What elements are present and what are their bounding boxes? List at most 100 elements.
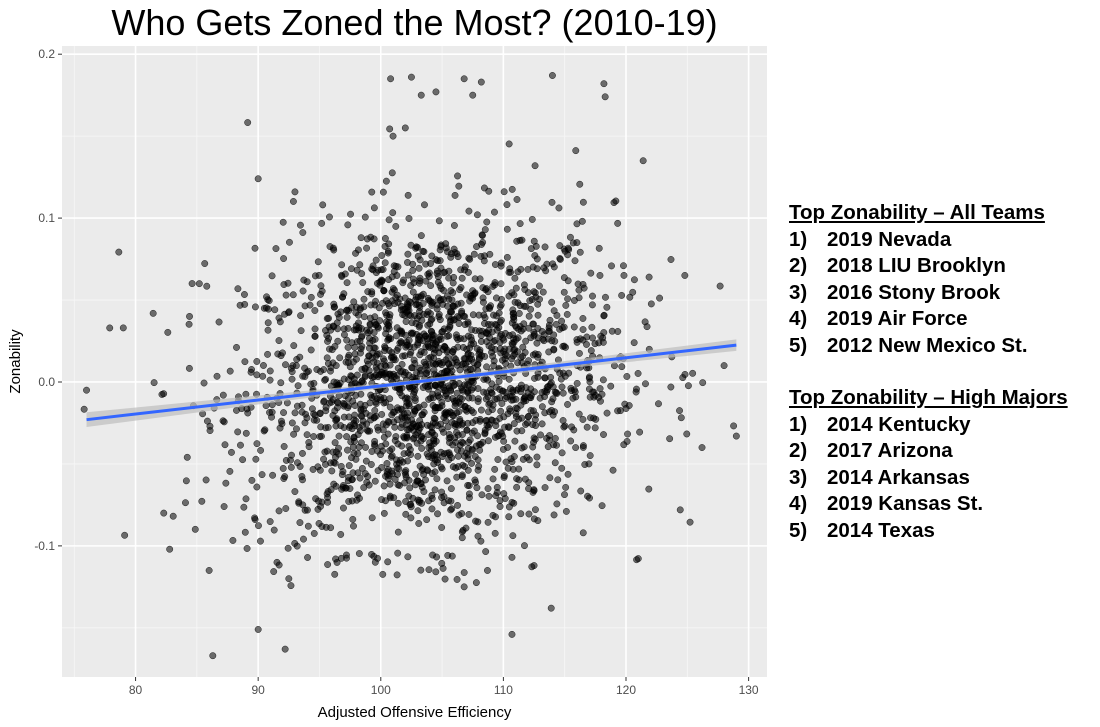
scatter-point — [530, 515, 538, 523]
scatter-point — [503, 253, 511, 261]
scatter-point — [451, 191, 459, 199]
scatter-point — [485, 401, 493, 408]
scatter-point — [358, 342, 366, 350]
scatter-point — [457, 284, 465, 291]
scatter-point — [241, 358, 249, 366]
scatter-point — [531, 350, 539, 358]
rank-label: 4) — [789, 492, 808, 515]
scatter-point — [530, 562, 538, 570]
scatter-point — [381, 259, 389, 267]
scatter-point — [479, 298, 487, 306]
scatter-point — [545, 436, 553, 444]
scatter-point — [360, 313, 368, 321]
scatter-point — [480, 388, 488, 396]
scatter-point — [639, 157, 647, 165]
scatter-point — [550, 511, 558, 519]
scatter-point — [492, 513, 499, 521]
scatter-point — [299, 449, 306, 457]
scatter-point — [278, 420, 286, 428]
team-name: 2019 Nevada — [827, 227, 952, 251]
scatter-point — [470, 250, 478, 258]
scatter-point — [464, 455, 472, 463]
scatter-point — [333, 416, 340, 424]
scatter-point — [409, 288, 417, 296]
scatter-point — [185, 320, 193, 328]
x-tick-label: 120 — [616, 683, 636, 697]
scatter-point — [395, 459, 403, 467]
scatter-point — [484, 567, 491, 574]
trend-line — [86, 343, 737, 422]
scatter-point — [567, 384, 575, 392]
scatter-point — [488, 390, 496, 397]
scatter-point — [299, 501, 307, 509]
scatter-point — [311, 272, 319, 280]
scatter-point — [388, 297, 396, 305]
scatter-point — [491, 465, 499, 473]
scatter-point — [394, 263, 402, 271]
scatter-point — [491, 337, 499, 344]
scatter-point — [730, 422, 738, 430]
scatter-point — [362, 457, 370, 465]
scatter-point — [337, 308, 345, 316]
rank-label: 5) — [789, 518, 808, 542]
scatter-point — [213, 372, 221, 380]
scatter-point — [531, 506, 539, 514]
scatter-point — [307, 346, 315, 354]
scatter-point — [335, 432, 343, 440]
scatter-point — [324, 488, 332, 495]
scatter-point — [288, 419, 296, 427]
scatter-point — [485, 326, 493, 334]
scatter-point — [404, 258, 411, 266]
scatter-point — [348, 304, 356, 311]
scatter-point — [488, 348, 496, 356]
scatter-point — [241, 528, 249, 536]
scatter-point — [438, 425, 446, 433]
scatter-point — [182, 499, 189, 507]
scatter-point — [531, 289, 539, 297]
scatter-point — [258, 471, 266, 479]
scatter-point — [363, 235, 371, 243]
scatter-point — [563, 310, 571, 318]
scatter-point — [330, 458, 338, 466]
scatter-point — [423, 369, 431, 377]
scatter-point — [345, 413, 353, 421]
scatter-point — [609, 466, 617, 474]
scatter-point — [495, 309, 503, 317]
scatter-point — [282, 361, 289, 369]
scatter-point — [600, 312, 608, 320]
scatter-point — [347, 210, 354, 218]
scatter-point — [569, 394, 577, 402]
scatter-point — [573, 336, 581, 344]
scatter-point — [515, 465, 523, 473]
scatter-point — [425, 334, 433, 342]
scatter-point — [553, 500, 561, 508]
scatter-point — [345, 498, 353, 505]
scatter-point — [228, 448, 235, 456]
scatter-point — [595, 339, 603, 347]
scatter-point — [343, 313, 351, 321]
scatter-point — [412, 423, 420, 431]
scatter-point — [521, 286, 529, 293]
scatter-point — [527, 407, 535, 414]
scatter-point — [388, 169, 396, 177]
scatter-point — [452, 397, 460, 405]
scatter-point — [416, 364, 423, 372]
scatter-point — [358, 332, 366, 340]
scatter-point — [166, 545, 174, 553]
scatter-point — [282, 505, 290, 512]
team-name: 2014 Kentucky — [827, 412, 971, 436]
scatter-point — [445, 295, 453, 303]
scatter-point — [667, 383, 675, 391]
scatter-point — [164, 328, 172, 336]
scatter-point — [506, 265, 514, 273]
scatter-point — [311, 307, 319, 314]
scatter-point — [372, 256, 380, 264]
scatter-point — [317, 282, 325, 290]
scatter-point — [479, 238, 487, 246]
scatter-point — [347, 438, 355, 446]
scatter-point — [562, 483, 570, 491]
scatter-point — [352, 455, 360, 463]
scatter-point — [618, 291, 626, 299]
scatter-point — [394, 528, 402, 536]
scatter-point — [530, 320, 537, 328]
